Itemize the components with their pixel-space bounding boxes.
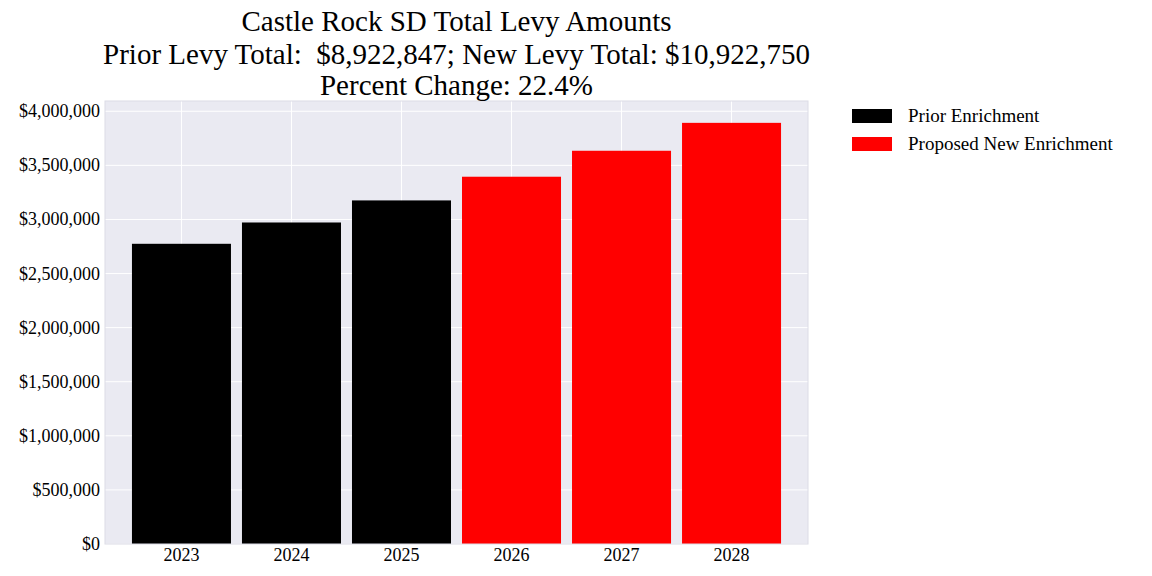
y-tick-label: $3,500,000 bbox=[19, 155, 100, 175]
x-tick-label: 2024 bbox=[273, 545, 309, 565]
y-tick-label: $2,000,000 bbox=[19, 318, 100, 338]
legend-swatch bbox=[852, 137, 892, 151]
y-tick-label: $1,000,000 bbox=[19, 426, 100, 446]
plot-frame bbox=[105, 101, 808, 544]
bars bbox=[132, 123, 781, 544]
legend-label: Prior Enrichment bbox=[908, 105, 1040, 126]
y-tick-label: $500,000 bbox=[33, 480, 101, 500]
y-grid-line bbox=[105, 111, 808, 112]
x-tick-label: 2025 bbox=[383, 545, 419, 565]
bar bbox=[132, 244, 231, 544]
y-tick-label: $1,500,000 bbox=[19, 372, 100, 392]
bar bbox=[462, 177, 561, 544]
y-tick-label: $0 bbox=[82, 534, 100, 554]
title: Castle Rock SD Total Levy Amounts bbox=[241, 5, 671, 37]
bar bbox=[682, 123, 781, 544]
x-tick-label: 2027 bbox=[604, 545, 640, 565]
x-tick-label: 2023 bbox=[163, 545, 199, 565]
y-tick-label: $4,000,000 bbox=[19, 101, 100, 121]
legend-swatch bbox=[852, 109, 892, 123]
chart: $0 $500,000 $1,000,000 $1,500,000 $2,000,000… bbox=[0, 0, 1152, 576]
bar bbox=[572, 151, 671, 544]
legend-label: Proposed New Enrichment bbox=[908, 133, 1113, 154]
bar bbox=[352, 200, 451, 544]
y-tick-label: $3,000,000 bbox=[19, 209, 100, 229]
plot-background bbox=[105, 101, 808, 544]
bar bbox=[242, 222, 341, 544]
title: Prior Levy Total: $8,922,847; New Levy T… bbox=[103, 38, 810, 70]
x-tick-label: 2026 bbox=[494, 545, 530, 565]
title: Percent Change: 22.4% bbox=[320, 69, 593, 101]
x-tick-label: 2028 bbox=[714, 545, 750, 565]
y-tick-label: $2,500,000 bbox=[19, 264, 100, 284]
